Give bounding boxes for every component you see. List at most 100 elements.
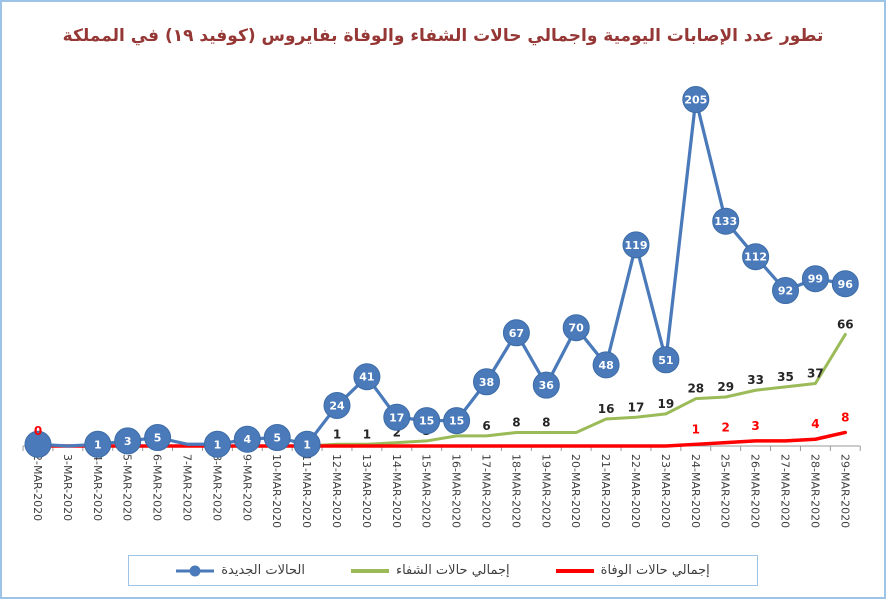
marker-new-cases (144, 424, 172, 452)
data-label-deaths: 4 (811, 417, 819, 431)
x-axis-label: 26-MAR-2020 (749, 454, 762, 528)
marker-new-cases (772, 277, 799, 305)
x-axis-label: 27-MAR-2020 (779, 454, 792, 528)
data-label-recoveries: 66 (837, 317, 854, 331)
data-label-recoveries: 35 (777, 370, 794, 384)
marker-label-new-cases: 15 (419, 415, 434, 428)
x-axis-label: 8-MAR-2020 (210, 454, 223, 521)
x-axis-label: 29-MAR-2020 (838, 454, 851, 528)
data-label-recoveries: 28 (687, 382, 704, 396)
marker-label-new-cases: 24 (329, 399, 345, 412)
legend-label-new-cases: الحالات الجديدة (221, 563, 305, 578)
marker-label-new-cases: 1 (94, 438, 102, 451)
x-axis-label: 16-MAR-2020 (450, 454, 463, 528)
data-label-recoveries: 2 (393, 426, 401, 440)
x-axis-label: 17-MAR-2020 (480, 454, 493, 528)
new-cases-line-marker-icon (176, 565, 215, 576)
marker-label-new-cases: 205 (684, 94, 707, 107)
marker-label-new-cases: 38 (479, 376, 494, 389)
marker-label-new-cases: 5 (154, 432, 162, 445)
data-label-recoveries: 8 (542, 415, 550, 429)
x-axis-label: 14-MAR-2020 (390, 454, 403, 528)
data-label-recoveries: 6 (482, 419, 490, 433)
marker-label-new-cases: 3 (124, 435, 132, 448)
data-label-deaths: 2 (722, 421, 730, 435)
chart-title: تطور عدد الإصابات اليومية واجمالي حالات … (62, 26, 824, 46)
legend-label-recoveries: إجمالي حالات الشفاء (395, 563, 510, 578)
x-axis-label: 9-MAR-2020 (240, 454, 253, 521)
x-axis-label: 4-MAR-2020 (91, 454, 104, 521)
marker-new-cases (473, 368, 500, 396)
marker-new-cases (233, 425, 261, 453)
marker-new-cases (742, 243, 770, 271)
marker-new-cases (323, 391, 351, 419)
data-label-recoveries: 37 (807, 366, 824, 380)
data-label-recoveries: 19 (658, 397, 675, 411)
legend: الحالات الجديدة إجمالي حالات الشفاء إجما… (128, 555, 758, 586)
data-label-recoveries: 33 (747, 373, 764, 387)
marker-label-new-cases: 36 (539, 379, 555, 392)
x-axis-label: 13-MAR-2020 (360, 454, 373, 528)
legend-item-deaths: إجمالي حالات الوفاة (555, 563, 710, 578)
x-axis-label: 25-MAR-2020 (719, 454, 732, 528)
deaths-line-icon (555, 568, 594, 573)
x-axis-label: 11-MAR-2020 (300, 454, 313, 528)
marker-new-cases (532, 371, 560, 399)
marker-label-new-cases: 67 (509, 327, 524, 340)
marker-label-new-cases: 4 (243, 433, 251, 446)
x-axis-label: 6-MAR-2020 (151, 454, 164, 521)
marker-label-new-cases: 70 (569, 322, 585, 335)
marker-new-cases (652, 346, 680, 374)
series-line-new_cases (36, 97, 847, 448)
x-axis-label: 3-MAR-2020 (61, 454, 74, 521)
marker-new-cases (592, 351, 620, 379)
marker-new-cases (263, 424, 291, 452)
x-axis-label: 28-MAR-2020 (808, 454, 821, 528)
marker-new-cases (801, 265, 829, 293)
data-label-deaths: 1 (692, 422, 700, 436)
marker-label-new-cases: 1 (303, 438, 311, 451)
data-label-recoveries: 17 (628, 400, 645, 414)
marker-new-cases (413, 407, 441, 435)
marker-label-new-cases: 99 (808, 273, 823, 286)
marker-label-new-cases: 5 (273, 432, 281, 445)
marker-label-new-cases: 17 (389, 411, 404, 424)
marker-label-new-cases: 96 (838, 278, 854, 291)
legend-item-recoveries: إجمالي حالات الشفاء (350, 563, 510, 578)
x-axis-label: 2-MAR-2020 (31, 454, 44, 521)
x-axis-label: 10-MAR-2020 (270, 454, 283, 528)
data-label-recoveries: 8 (512, 415, 520, 429)
x-axis-label: 19-MAR-2020 (539, 454, 552, 528)
marker-new-cases (831, 270, 859, 298)
marker-new-cases (203, 430, 231, 458)
data-label-recoveries: 1 (363, 427, 371, 441)
marker-new-cases (682, 86, 710, 114)
plot-area: 2-MAR-2020 3-MAR-2020 4-MAR-2020 5-MAR-2020… (22, 86, 861, 528)
marker-label-new-cases: 112 (744, 251, 767, 264)
data-label-recoveries: 29 (717, 380, 734, 394)
x-axis-label: 12-MAR-2020 (330, 454, 343, 528)
data-label-deaths: 0 (34, 424, 42, 438)
x-axis-label: 23-MAR-2020 (659, 454, 672, 528)
marker-label-new-cases: 15 (449, 415, 464, 428)
marker-new-cases (712, 207, 740, 235)
marker-new-cases (622, 231, 650, 259)
marker-new-cases (562, 314, 590, 342)
marker-new-cases (353, 363, 381, 391)
marker-label-new-cases: 133 (714, 215, 737, 228)
marker-new-cases (84, 430, 112, 458)
marker-label-new-cases: 119 (625, 239, 648, 252)
marker-label-new-cases: 92 (778, 285, 793, 298)
legend-label-deaths: إجمالي حالات الوفاة (600, 563, 710, 578)
data-label-recoveries: 1 (333, 427, 341, 441)
marker-new-cases (443, 407, 471, 435)
marker-label-new-cases: 1 (214, 438, 222, 451)
x-axis-label: 7-MAR-2020 (181, 454, 194, 521)
marker-new-cases (293, 430, 321, 458)
marker-new-cases (502, 319, 530, 347)
data-label-deaths: 8 (841, 410, 849, 424)
x-axis-label: 22-MAR-2020 (629, 454, 642, 528)
x-axis-label: 21-MAR-2020 (599, 454, 612, 528)
data-label-recoveries: 16 (598, 402, 615, 416)
x-axis-label: 24-MAR-2020 (689, 454, 702, 528)
